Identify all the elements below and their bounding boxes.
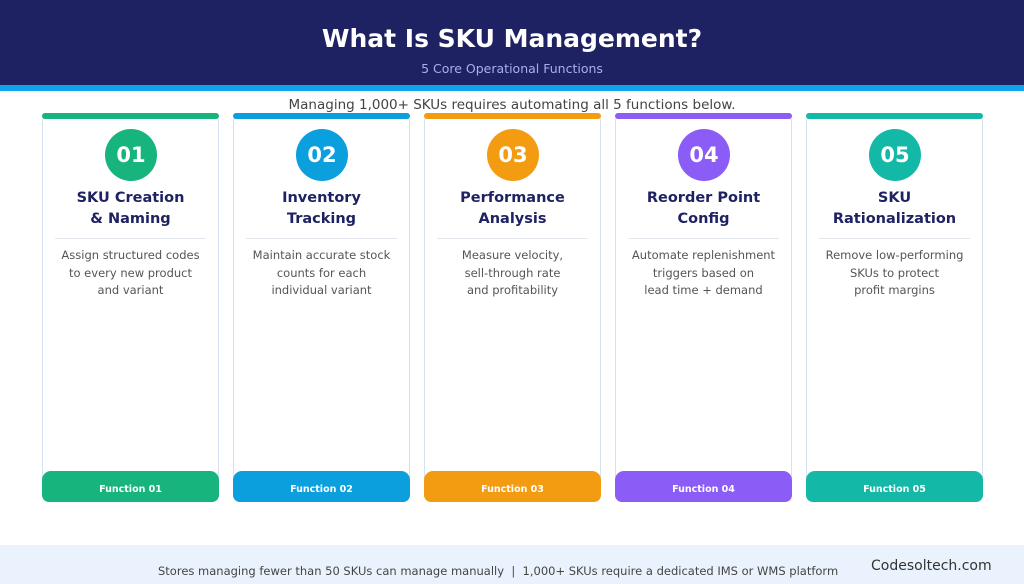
description-line: sell-through rate <box>464 265 561 280</box>
card-title: Inventory Tracking <box>234 188 409 230</box>
card-top-bar <box>806 113 983 119</box>
description-line: lead time + demand <box>644 283 763 297</box>
description-line: individual variant <box>271 283 372 297</box>
card-title-line: Rationalization <box>832 211 957 227</box>
description-line: counts for each <box>276 265 367 280</box>
card-title: Reorder Point Config <box>616 188 791 230</box>
card-description: Remove low-performing SKUs to protect prof… <box>815 247 974 300</box>
number-badge: 05 <box>869 129 921 181</box>
number-badge: 02 <box>296 129 348 181</box>
function-card: 01 SKU Creation & Naming Assign structure… <box>42 113 219 502</box>
card-top-bar <box>615 113 792 119</box>
description-line: profit margins <box>854 283 935 297</box>
card-title-line: Config <box>677 211 730 227</box>
divider <box>246 238 397 239</box>
description-line: Maintain accurate stock <box>252 248 391 262</box>
card-top-bar <box>233 113 410 119</box>
intro-text: Managing 1,000+ SKUs requires automating… <box>288 97 736 113</box>
card-description: Automate replenishment triggers based on l… <box>624 247 783 300</box>
function-label: Function 01 <box>42 471 219 502</box>
divider <box>628 238 779 239</box>
divider <box>55 238 206 239</box>
card-title-line: Performance <box>460 190 565 206</box>
number-badge: 04 <box>678 129 730 181</box>
function-label: Function 02 <box>233 471 410 502</box>
function-card: 04 Reorder Point Config Automate replenis… <box>615 113 792 502</box>
card-top-bar <box>42 113 219 119</box>
header-banner: What Is SKU Management? 5 Core Operation… <box>0 0 1024 85</box>
function-card: 05 SKU Rationalization Remove low-perform… <box>806 113 983 502</box>
page-title: What Is SKU Management? <box>321 24 703 53</box>
description-line: Automate replenishment <box>631 248 776 262</box>
card-title-line: SKU Creation <box>76 190 185 206</box>
card-description: Maintain accurate stock counts for each in… <box>242 247 401 300</box>
number-badge: 01 <box>105 129 157 181</box>
card-title: Performance Analysis <box>425 188 600 230</box>
card-title-line: Analysis <box>478 211 547 227</box>
number-badge: 03 <box>487 129 539 181</box>
card-top-bar <box>424 113 601 119</box>
card-title-line: Reorder Point <box>646 190 761 206</box>
function-card: 03 Performance Analysis Measure velocity,… <box>424 113 601 502</box>
card-description: Measure velocity, sell-through rate and pr… <box>433 247 592 300</box>
function-label: Function 04 <box>615 471 792 502</box>
description-line: and variant <box>97 283 164 297</box>
footer-band: Stores managing fewer than 50 SKUs can m… <box>0 545 1024 584</box>
card-description: Assign structured codes to every new prod… <box>51 247 210 300</box>
card-title: SKU Creation & Naming <box>43 188 218 230</box>
description-line: SKUs to protect <box>849 265 940 280</box>
description-line: Measure velocity, <box>461 248 564 262</box>
card-title-line: & Naming <box>90 211 171 227</box>
accent-stripe <box>0 85 1024 91</box>
brand-logo: Codesoltech.com <box>871 558 992 574</box>
function-label: Function 03 <box>424 471 601 502</box>
divider <box>819 238 970 239</box>
footer-note: Stores managing fewer than 50 SKUs can m… <box>158 564 839 578</box>
card-title-line: SKU <box>877 190 912 206</box>
description-line: and profitability <box>466 283 559 297</box>
page-subtitle: 5 Core Operational Functions <box>421 61 603 76</box>
description-line: Remove low-performing <box>825 248 964 262</box>
description-line: Assign structured codes <box>61 248 200 262</box>
card-title-line: Tracking <box>286 211 357 227</box>
function-card: 02 Inventory Tracking Maintain accurate s… <box>233 113 410 502</box>
description-line: to every new product <box>68 265 192 280</box>
card-title-line: Inventory <box>282 190 361 206</box>
function-label: Function 05 <box>806 471 983 502</box>
description-line: triggers based on <box>652 265 755 280</box>
card-title: SKU Rationalization <box>807 188 982 230</box>
divider <box>437 238 588 239</box>
